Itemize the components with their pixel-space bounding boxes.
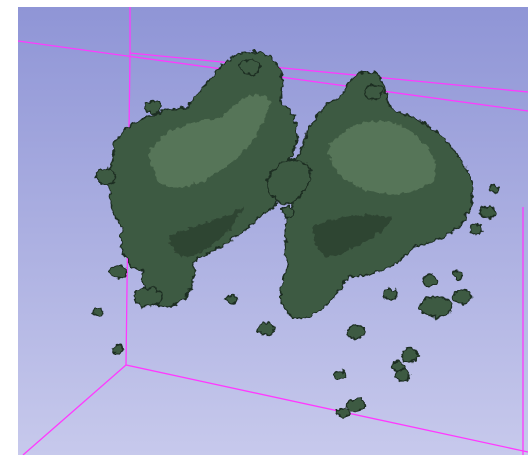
right-lung-lobe[interactable] xyxy=(279,71,474,320)
scattered-fragments xyxy=(92,58,500,418)
bbox-edge-bottom xyxy=(125,364,528,453)
segmentation-model[interactable] xyxy=(92,51,500,418)
bbox-edge-bottom-left xyxy=(22,364,127,455)
bbox-edge-back-horizontal xyxy=(129,52,528,93)
3d-viewport[interactable] xyxy=(18,7,528,455)
left-lung-lobe[interactable] xyxy=(108,51,298,308)
3d-scene[interactable] xyxy=(18,7,528,455)
trachea-branch[interactable] xyxy=(267,158,312,206)
